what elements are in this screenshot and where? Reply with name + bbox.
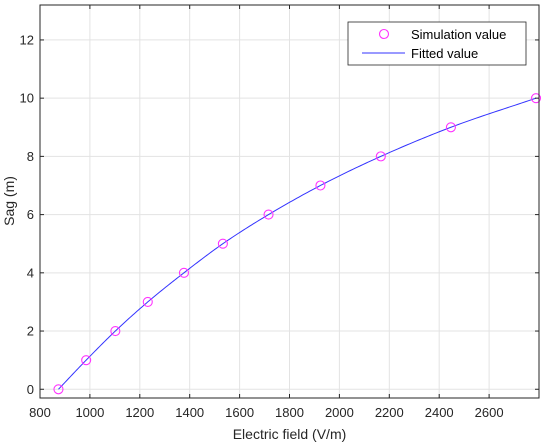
y-axis-label: Sag (m) (1, 176, 17, 226)
y-tick-label: 2 (27, 324, 34, 339)
y-tick-label: 6 (27, 207, 34, 222)
x-tick-label: 2000 (325, 405, 354, 420)
x-tick-label: 2600 (475, 405, 504, 420)
y-tick-label: 0 (27, 382, 34, 397)
legend: Simulation value Fitted value (347, 21, 527, 66)
x-tick-label: 2400 (425, 405, 454, 420)
simulation-point (445, 122, 456, 133)
y-tick-label: 8 (27, 149, 34, 164)
legend-label-simulation: Simulation value (411, 27, 506, 42)
simulation-point (375, 151, 386, 162)
simulation-point (53, 384, 64, 395)
simulation-point (263, 209, 274, 220)
y-tick-label: 10 (20, 91, 34, 106)
x-tick-label: 1600 (225, 405, 254, 420)
grid (39, 5, 539, 398)
simulation-point (315, 180, 326, 191)
markers-layer (53, 93, 542, 395)
x-tick-label: 1800 (275, 405, 304, 420)
simulation-point (142, 296, 153, 307)
fit-line-layer (58, 97, 537, 390)
y-tick-labels: 0 2 4 6 8 10 12 (20, 32, 34, 396)
legend-box (347, 21, 527, 66)
y-tick-label: 12 (20, 32, 34, 47)
simulation-point (110, 325, 121, 337)
simulation-point (530, 93, 542, 104)
legend-label-fitted: Fitted value (411, 46, 478, 61)
simulation-point (178, 267, 190, 278)
ticks (39, 5, 539, 398)
simulation-point (81, 355, 92, 366)
x-tick-label: 1200 (125, 405, 154, 420)
fitted-value-line (58, 97, 537, 390)
x-axis-label: Electric field (V/m) (233, 426, 347, 442)
x-tick-label: 1400 (175, 405, 204, 420)
y-tick-label: 4 (27, 265, 34, 280)
x-tick-labels: 800 1000 1200 1400 1600 1800 2000 2200 2400 2600 (29, 405, 503, 420)
x-tick-label: 2200 (375, 405, 404, 420)
x-tick-label: 800 (29, 405, 51, 420)
legend-marker-simulation (378, 28, 390, 40)
simulation-point (217, 238, 228, 249)
x-tick-label: 1000 (75, 405, 104, 420)
